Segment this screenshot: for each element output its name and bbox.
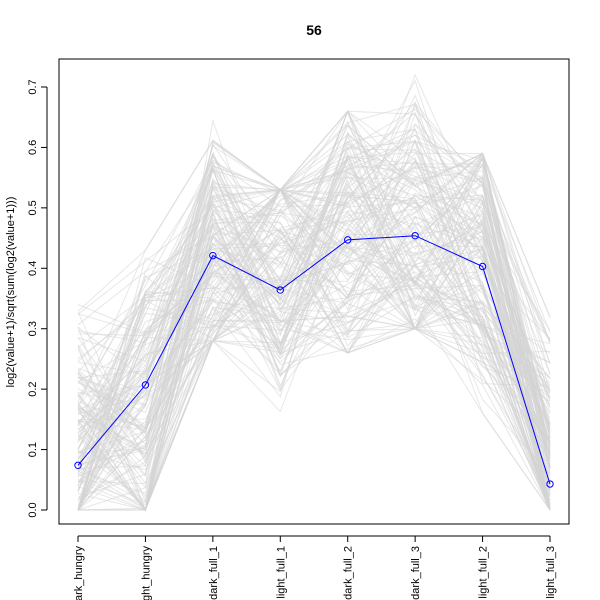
background-series-line bbox=[77, 185, 551, 511]
x-tick-label: dark_full_1 bbox=[208, 546, 220, 600]
background-series-line bbox=[77, 216, 551, 414]
background-series-line bbox=[77, 161, 551, 510]
plot-frame bbox=[58, 58, 570, 525]
background-series-line bbox=[77, 214, 551, 511]
highlight-series-point bbox=[74, 461, 82, 469]
background-series-line bbox=[77, 244, 551, 511]
background-series-line bbox=[77, 226, 551, 471]
background-series-line bbox=[77, 189, 551, 512]
background-series-line bbox=[77, 229, 551, 475]
x-tick-label: light_full_3 bbox=[545, 546, 557, 599]
background-series-line bbox=[77, 287, 551, 493]
background-series-line bbox=[77, 155, 551, 511]
background-series-line bbox=[77, 110, 551, 384]
y-tick-label: 0.7 bbox=[27, 79, 39, 94]
background-series-line bbox=[77, 156, 551, 474]
y-tick-label: 0.2 bbox=[27, 381, 39, 396]
background-series-line bbox=[77, 188, 551, 511]
y-tick-label: 0.0 bbox=[27, 502, 39, 517]
background-series-line bbox=[77, 118, 551, 512]
y-tick-label: 0.1 bbox=[27, 442, 39, 457]
background-series-line bbox=[77, 178, 551, 500]
background-series-line bbox=[77, 128, 551, 457]
y-axis-label: log2(value+1)/sqrt(sum(log2(value+1))) bbox=[5, 197, 17, 388]
highlight-series-point bbox=[209, 251, 217, 260]
background-series-line bbox=[77, 225, 551, 434]
highlight-series-group bbox=[74, 231, 554, 488]
background-series-line bbox=[77, 221, 551, 512]
highlight-series-point bbox=[546, 480, 554, 488]
y-tick-label: 0.4 bbox=[27, 261, 39, 276]
background-series-line bbox=[77, 191, 551, 477]
highlight-series-point bbox=[276, 286, 284, 294]
background-series-line bbox=[77, 134, 551, 469]
background-series-line bbox=[77, 124, 551, 469]
background-series-line bbox=[77, 159, 551, 497]
highlight-series-point bbox=[478, 262, 487, 271]
background-series-line bbox=[77, 103, 551, 511]
background-series-line bbox=[77, 208, 551, 511]
x-tick-label: light_full_2 bbox=[478, 546, 490, 599]
x-tick-label: dark_hungry bbox=[73, 546, 85, 600]
background-series-line bbox=[77, 139, 551, 400]
x-tick-label: light_full_1 bbox=[275, 546, 287, 599]
background-series-line bbox=[78, 219, 551, 511]
x-tick-label: dark_full_3 bbox=[410, 546, 422, 600]
y-axis: 0.0 0.1 0.2 0.3 0.4 0.5 0.6 0.7 bbox=[27, 79, 48, 518]
x-axis: dark_hungry light_hungry dark_full_1 light_… bbox=[73, 535, 557, 600]
x-tick-label: dark_full_2 bbox=[343, 546, 355, 600]
background-series-line bbox=[77, 196, 551, 511]
highlight-series-line bbox=[77, 235, 551, 485]
highlight-series-point bbox=[344, 236, 352, 244]
highlight-series-point bbox=[141, 381, 150, 389]
background-series-line bbox=[77, 168, 551, 511]
background-series-group bbox=[77, 73, 551, 512]
background-series-line bbox=[77, 215, 551, 448]
highlight-series-point bbox=[411, 231, 419, 240]
background-series-line bbox=[77, 160, 551, 511]
x-tick-label: light_hungry bbox=[140, 546, 152, 600]
y-tick-label: 0.6 bbox=[27, 140, 39, 155]
background-series-line bbox=[77, 189, 551, 511]
background-series-line bbox=[77, 152, 551, 511]
y-tick-label: 0.3 bbox=[27, 321, 39, 336]
background-series-line bbox=[77, 131, 551, 469]
chart-title: 56 bbox=[306, 22, 322, 38]
y-tick-label: 0.5 bbox=[27, 200, 39, 215]
background-series-line bbox=[77, 161, 551, 430]
background-series-line bbox=[77, 155, 551, 511]
